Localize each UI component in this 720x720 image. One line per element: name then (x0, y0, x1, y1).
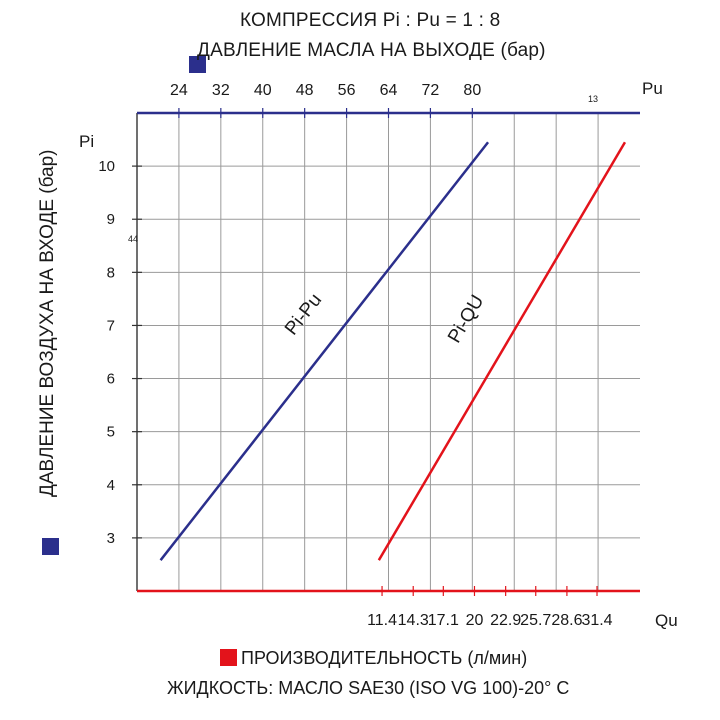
top-tick-label: 24 (170, 82, 188, 99)
series-label-pi-qu: Pi-QU (444, 292, 488, 347)
top-tick-label: 40 (254, 82, 272, 99)
y-tick-label: 6 (107, 371, 115, 388)
bottom-tick-label: 28.6 (551, 612, 582, 629)
top-axis-legend: ДАВЛЕНИЕ МАСЛА НА ВЫХОДЕ (бар) (197, 40, 546, 61)
y-tick-label: 3 (107, 530, 115, 547)
series-label-pi-pu: Pi-Pu (281, 290, 326, 340)
bottom-tick-label: 22.9 (490, 612, 521, 629)
top-axis-label: Pu (642, 79, 663, 98)
y-tick-label: 5 (107, 424, 115, 441)
series-line-pi-qu (377, 141, 627, 561)
y-tick-label: 7 (107, 317, 115, 334)
bottom-tick-label: 17.1 (428, 612, 459, 629)
top-tick-label: 56 (338, 82, 356, 99)
y-axis-label: Pi (79, 132, 94, 151)
top-tick-label: 72 (422, 82, 440, 99)
top-tick-label: 64 (380, 82, 398, 99)
bottom-axis-label: Qu (655, 611, 678, 630)
y-tick-label: 10 (98, 158, 115, 175)
stray-mark-13: 13 (588, 94, 599, 104)
bottom-tick-label: 14.3 (398, 612, 429, 629)
blue-legend-square-left (42, 538, 59, 555)
bottom-tick-label: 20 (466, 612, 484, 629)
top-tick-label: 48 (296, 82, 314, 99)
top-tick-label: 80 (463, 82, 481, 99)
top-tick-label: 32 (212, 82, 230, 99)
bottom-tick-label: 31.4 (581, 612, 612, 629)
chart-title: КОМПРЕССИЯ Pi : Pu = 1 : 8 (240, 10, 501, 31)
bottom-tick-label: 11.4 (367, 612, 397, 629)
red-legend-square (220, 649, 237, 666)
y-tick-label: 4 (107, 477, 115, 494)
bottom-tick-label: 25.7 (520, 612, 551, 629)
bottom-axis-legend: ПРОИЗВОДИТЕЛЬНОСТЬ (л/мин) (241, 648, 528, 668)
y-tick-label: 9 (107, 211, 115, 228)
stray-mark-44: 44 (128, 234, 139, 244)
series-line-pi-pu (159, 141, 490, 561)
blue-legend-square-top (189, 56, 206, 73)
y-tick-label: 8 (107, 264, 115, 281)
fluid-note: ЖИДКОСТЬ: МАСЛО SAE30 (ISO VG 100)-20° С (167, 678, 570, 698)
